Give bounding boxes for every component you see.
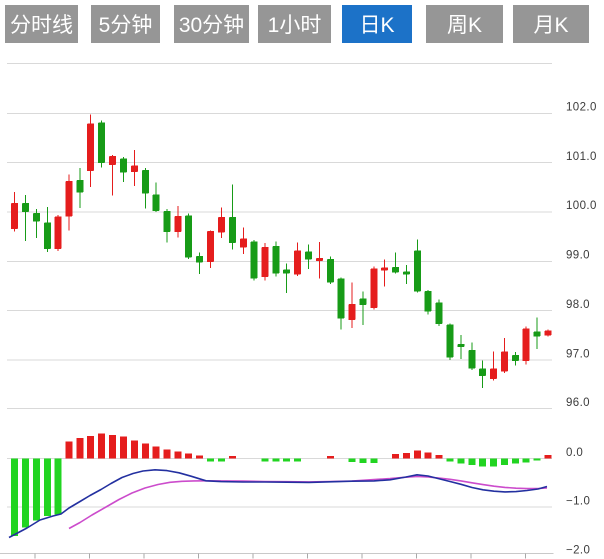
svg-text:100.0: 100.0 <box>566 200 597 212</box>
svg-text:0.0: 0.0 <box>566 447 583 459</box>
svg-text:96.0: 96.0 <box>566 397 590 409</box>
svg-text:97.0: 97.0 <box>566 348 590 360</box>
svg-text:102.0: 102.0 <box>566 101 597 113</box>
svg-text:−2.0: −2.0 <box>566 544 590 556</box>
svg-text:−1.0: −1.0 <box>566 496 590 508</box>
svg-text:101.0: 101.0 <box>566 151 597 163</box>
svg-text:99.0: 99.0 <box>566 250 590 262</box>
svg-text:98.0: 98.0 <box>566 299 590 311</box>
